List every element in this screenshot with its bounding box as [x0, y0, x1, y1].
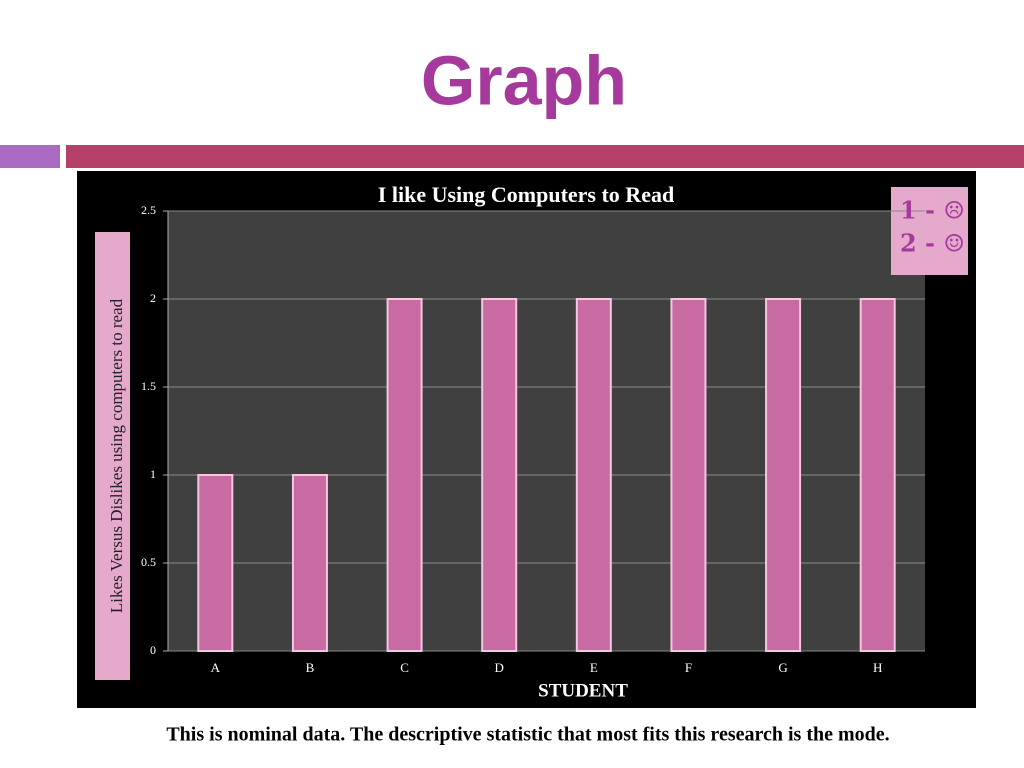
x-tick-label: C [400, 660, 409, 675]
accent-bar [66, 145, 1024, 168]
x-tick-label: F [685, 660, 692, 675]
y-axis-label: Likes Versus Dislikes using computers to… [107, 298, 126, 613]
bar [765, 298, 802, 652]
x-tick-label: A [211, 660, 221, 675]
bar [291, 474, 328, 652]
bar [386, 298, 423, 652]
bar [481, 298, 518, 652]
legend-box [891, 187, 968, 275]
x-tick-label: B [306, 660, 315, 675]
plot-area [168, 211, 925, 651]
slide-note: This is nominal data. The descriptive st… [166, 724, 889, 746]
chart-title: I like Using Computers to Read [378, 182, 674, 207]
y-axis-label-box [95, 232, 130, 680]
y-tick-label: 1.5 [141, 379, 156, 393]
y-tick-label: 1 [150, 467, 156, 481]
bar [197, 474, 234, 652]
legend-annotation: 1 - ☹ [900, 196, 965, 225]
x-tick-label: E [590, 660, 598, 675]
bar [859, 298, 896, 652]
x-axis-label: STUDENT [538, 680, 628, 701]
x-tick-label: D [494, 660, 503, 675]
x-tick-label: H [873, 660, 882, 675]
y-tick-label: 0.5 [141, 555, 156, 569]
x-tick-label: G [778, 660, 787, 675]
y-tick-label: 2 [150, 291, 156, 305]
bar [670, 298, 707, 652]
bar [575, 298, 612, 652]
slide-title: Graph [421, 41, 627, 119]
y-tick-label: 0 [150, 643, 156, 657]
y-tick-label: 2.5 [141, 203, 156, 217]
legend-annotation: 2 - ☺ [900, 229, 965, 258]
accent-bar [0, 145, 60, 168]
